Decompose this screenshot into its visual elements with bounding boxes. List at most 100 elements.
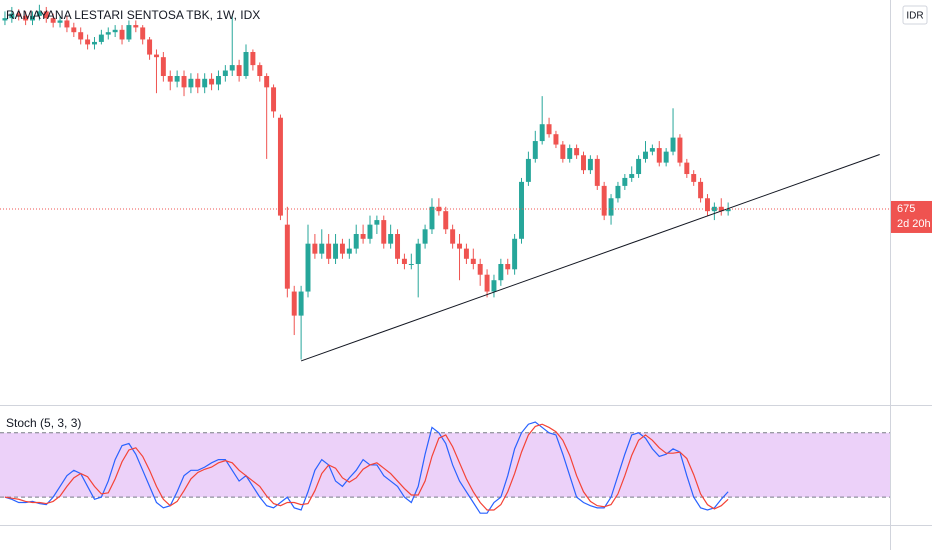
candle-body [608, 198, 614, 216]
candle-body [333, 243, 339, 259]
candle-body [119, 29, 125, 40]
candle-body [594, 158, 600, 186]
candle-body [401, 258, 407, 264]
candle-body [381, 220, 387, 244]
candle-body [691, 174, 697, 182]
candle-body [374, 220, 380, 225]
candle-body [457, 243, 463, 249]
candle-body [450, 229, 456, 244]
candle-body [64, 20, 70, 28]
candle-body [9, 13, 15, 19]
candle-body [202, 78, 208, 88]
candle-body [50, 18, 56, 23]
candle-body [291, 291, 297, 316]
candle-body [312, 243, 318, 254]
candle-body [30, 15, 35, 21]
indicator-title: Stoch (5, 3, 3) [6, 416, 81, 430]
candle-body [264, 76, 270, 88]
candle-body [160, 57, 166, 77]
candle-body [408, 263, 414, 265]
candle-body [229, 65, 235, 71]
candle-body [470, 258, 476, 264]
candle-body [353, 234, 359, 249]
candle-body [546, 124, 552, 135]
candle-body [2, 18, 8, 21]
trendline [300, 154, 880, 362]
candle-body [92, 41, 97, 45]
candle-body [718, 206, 724, 212]
candle-body [587, 158, 593, 171]
candle-body [339, 243, 345, 254]
candle-body [663, 151, 669, 163]
candle-body [636, 158, 642, 175]
candle-body [181, 76, 187, 88]
candle-body [326, 243, 332, 259]
countdown-label: 2d 20h [897, 218, 931, 230]
candle-body [257, 65, 263, 77]
last-price-label: 675 [897, 203, 915, 215]
candle-body [57, 20, 63, 23]
candle-body [388, 234, 394, 244]
last-price-box [891, 200, 932, 233]
candle-body [574, 148, 580, 156]
candle-body [195, 78, 201, 88]
candle-body [581, 155, 586, 171]
candle-body [71, 27, 77, 33]
candle-body [16, 13, 22, 16]
candle-body [250, 52, 256, 66]
candle-body [298, 291, 304, 316]
candle-body [525, 158, 531, 182]
candle-body [105, 32, 111, 35]
candle-body [463, 248, 469, 259]
candle-body [305, 243, 311, 292]
candle-body [615, 185, 621, 199]
candle-body [85, 39, 91, 45]
candle-body [277, 117, 283, 216]
candle-body [415, 243, 421, 264]
stoch-band [0, 432, 890, 498]
candle-body [36, 11, 42, 16]
candle-body [147, 39, 153, 55]
candle-body [429, 206, 435, 230]
candle-body [484, 274, 490, 292]
candle-body [98, 34, 104, 42]
candle-body [539, 124, 545, 142]
candle-body [360, 234, 366, 239]
candle-body [725, 208, 731, 212]
candle-body [477, 263, 483, 275]
candle-body [553, 134, 559, 145]
candle-body [670, 137, 676, 152]
candle-body [519, 181, 524, 239]
candle-body [346, 248, 352, 254]
stoch-line [4, 423, 729, 511]
candle-body [532, 141, 538, 159]
candle-body [704, 198, 710, 212]
candle-body [684, 162, 690, 175]
candle-body [112, 29, 118, 33]
candle-body [560, 144, 566, 159]
marks [0, 4, 890, 514]
candle-body [43, 11, 49, 19]
candle-body [677, 137, 683, 163]
candle-body [629, 174, 635, 178]
candle-body [422, 229, 428, 244]
candle-body [505, 263, 511, 270]
candle-body [395, 234, 401, 259]
candle-body [174, 76, 180, 82]
candle-body [656, 148, 662, 163]
candle-body [209, 78, 215, 85]
candle-body [601, 185, 607, 216]
candle-body [319, 243, 325, 254]
currency[interactable]: IDR [906, 11, 923, 22]
candle-body [215, 76, 221, 85]
candle-body [443, 211, 449, 230]
candle-body [498, 263, 504, 281]
candle-body [133, 25, 139, 28]
candle-body [222, 70, 228, 77]
candle-body [649, 148, 655, 152]
candle-body [153, 54, 159, 58]
currency-box[interactable] [902, 5, 928, 25]
candle-body [567, 148, 573, 159]
candle-body [698, 181, 704, 199]
